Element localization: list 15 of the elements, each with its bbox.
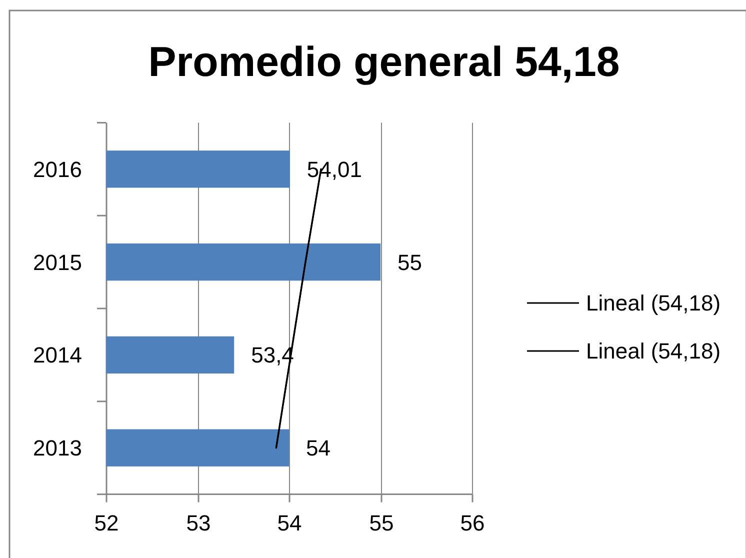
x-tick-label: 55 [369,510,394,536]
x-tick-label: 52 [94,510,119,536]
data-label: 54,01 [306,156,362,182]
y-tick-label: 2015 [33,250,82,275]
legend-label: Lineal (54,18) [586,290,721,316]
x-tick-label: 53 [186,510,211,536]
legend-label: Lineal (54,18) [586,338,721,364]
x-tick-label: 56 [460,510,485,536]
chart-title: Promedio general 54,18 [148,38,620,85]
y-tick-label: 2014 [33,342,82,368]
y-tick-label: 2016 [33,156,82,182]
data-label: 55 [398,250,422,275]
y-tick-label: 2013 [33,436,82,461]
x-tick-label: 54 [277,510,302,536]
data-label: 54 [306,436,330,461]
